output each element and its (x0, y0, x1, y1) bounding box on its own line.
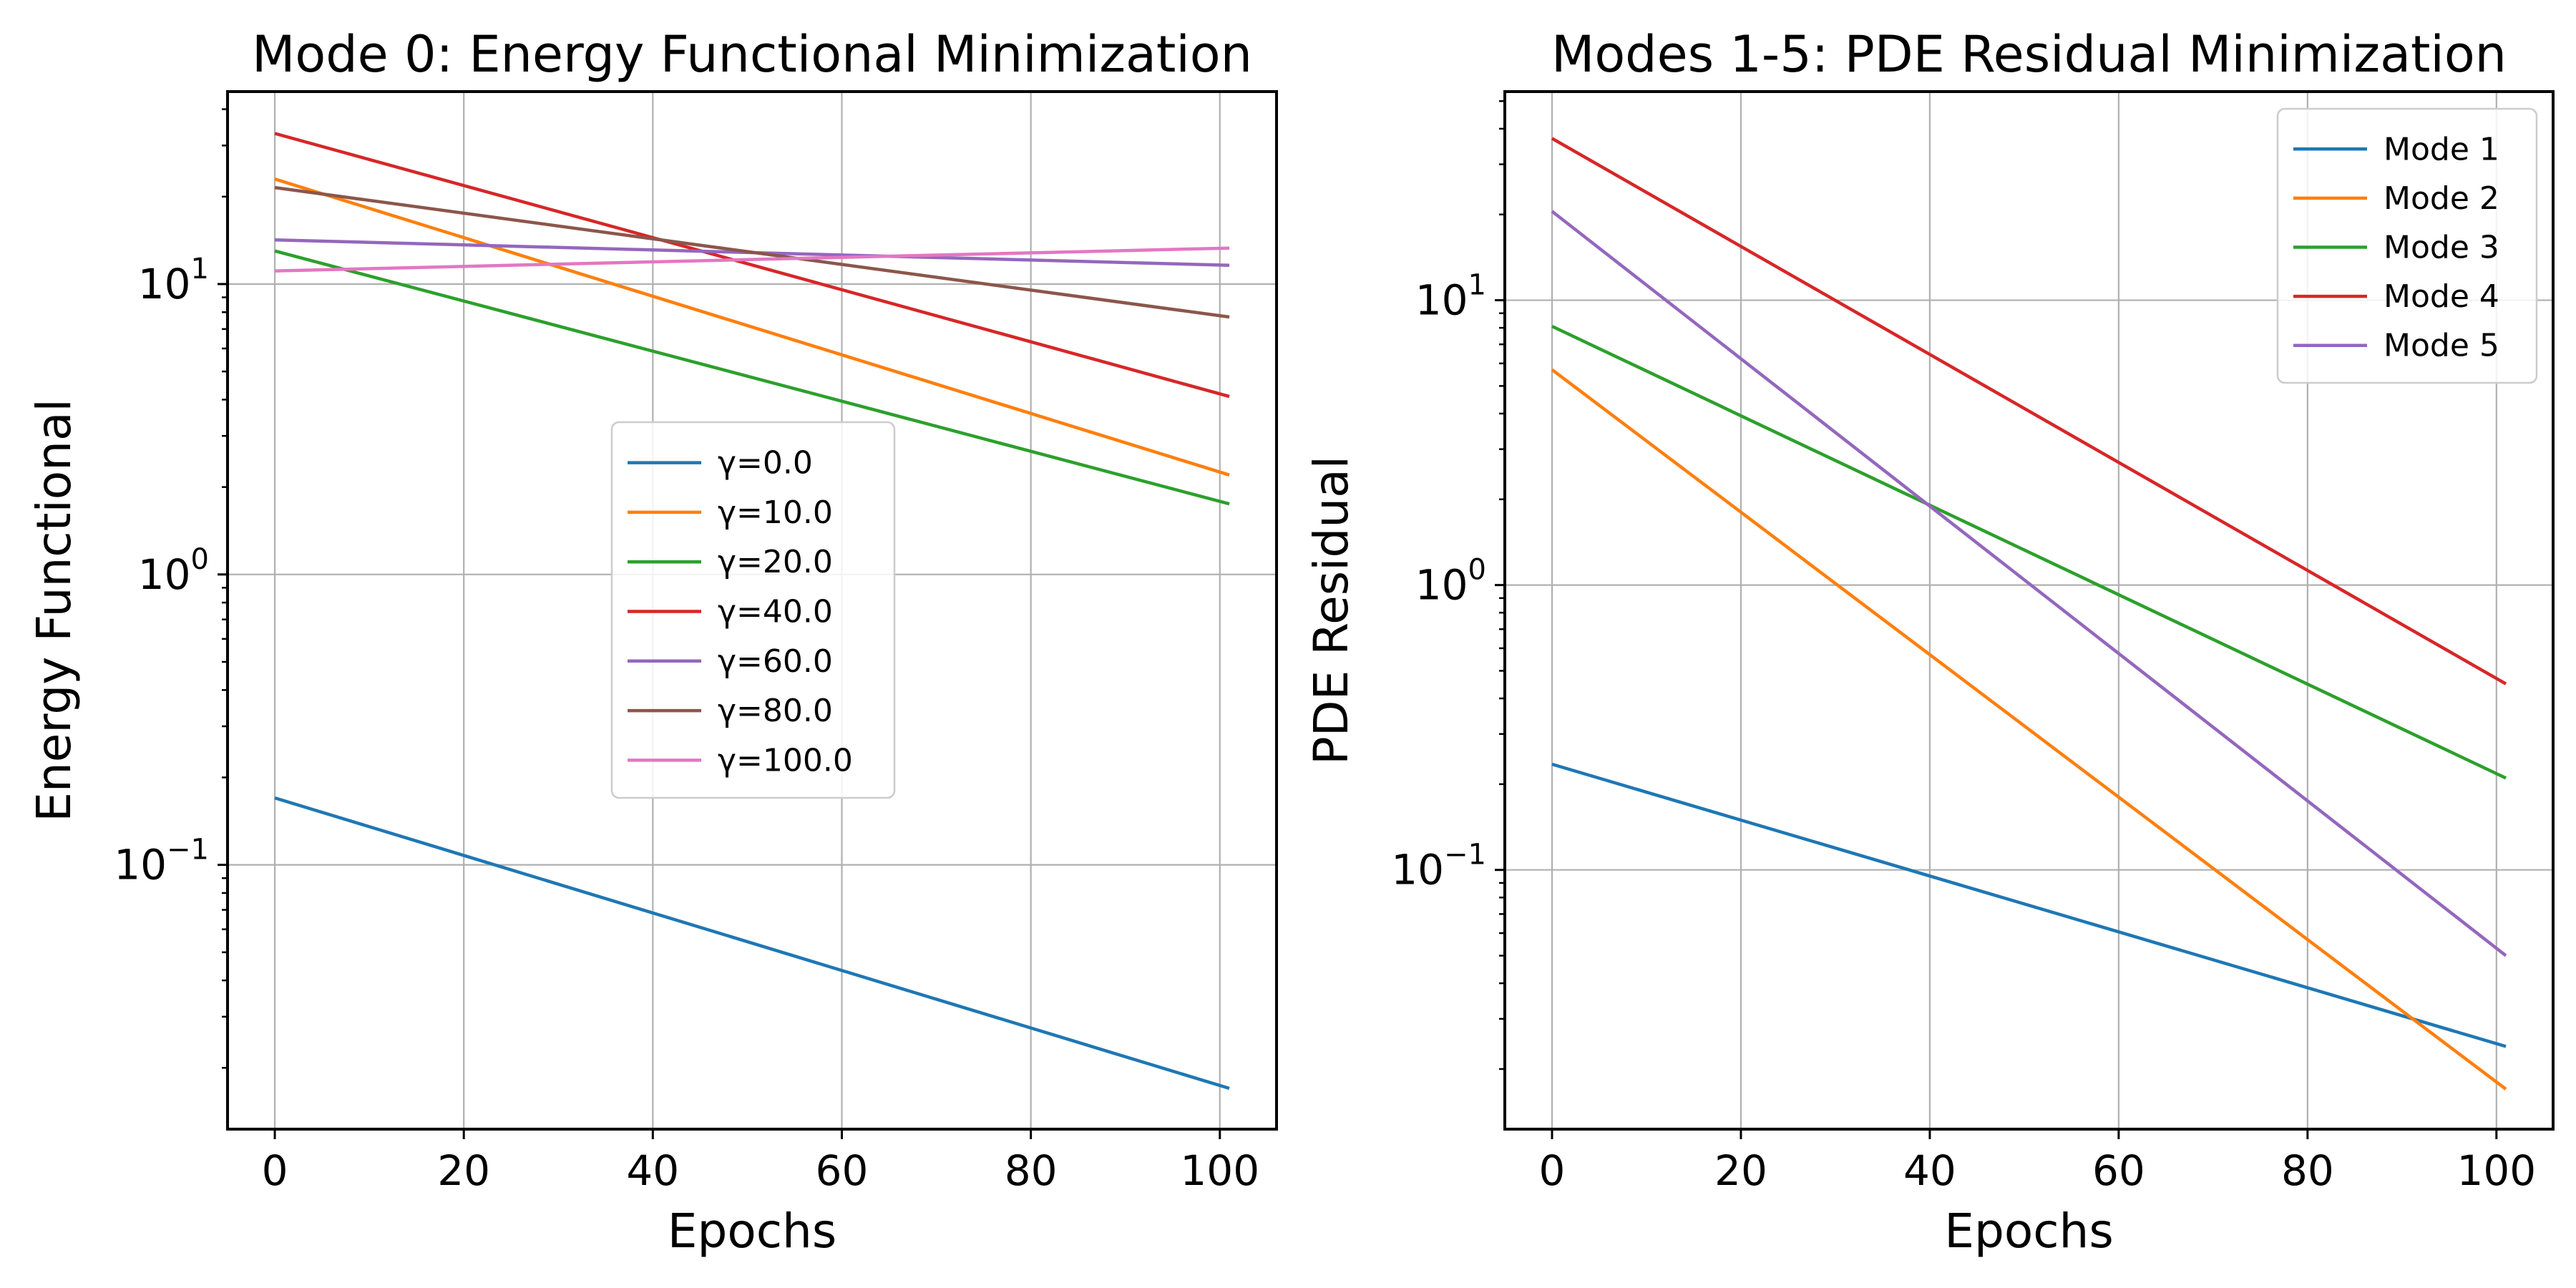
y-tick-base: 10 (1391, 846, 1444, 894)
x-tick-label: 100 (2457, 1146, 2536, 1195)
x-axis-label: Epochs (668, 1204, 836, 1259)
y-tick-label: 10−1 (1391, 839, 1486, 894)
series-group (274, 132, 1230, 1091)
series-line-6 (274, 185, 1230, 319)
x-tick-label: 80 (1005, 1146, 1058, 1195)
x-tick-label: 0 (1539, 1146, 1566, 1195)
series-line-2 (1551, 368, 2507, 1091)
legend: γ=0.0 γ=10.0 γ=20.0 γ=40.0 γ=60.0 γ=80.0 γ=100… (610, 421, 896, 799)
y-tick-exponent: 0 (1468, 554, 1486, 587)
axes-frame (226, 90, 1278, 1131)
y-tick-base: 10 (1415, 561, 1468, 610)
legend-label: γ=60.0 (718, 643, 833, 680)
y-tick-exponent: −1 (167, 834, 209, 867)
y-axis-label: PDE Residual (1304, 456, 1359, 765)
y-tick-base: 10 (138, 550, 191, 599)
x-tick-label: 100 (1180, 1146, 1259, 1195)
legend: Mode 1 Mode 2 Mode 3 Mode 4 Mode 5 (2276, 107, 2538, 384)
legend-label: Mode 5 (2384, 328, 2499, 364)
series-group (1551, 137, 2507, 1091)
y-tick-label: 100 (138, 543, 209, 599)
y-tick-exponent: 0 (191, 543, 209, 576)
series-line-1 (274, 796, 1230, 1091)
x-tick-label: 40 (1903, 1146, 1956, 1195)
y-tick-exponent: 1 (191, 253, 209, 286)
series-line-7 (274, 246, 1230, 273)
series-line-5 (1551, 210, 2507, 957)
legend-label: γ=100.0 (718, 742, 853, 779)
x-tick-label: 60 (816, 1146, 869, 1195)
chart-title: Mode 0: Energy Functional Minimization (252, 25, 1252, 84)
legend-label: Mode 1 (2384, 131, 2499, 167)
legend-label: Mode 3 (2384, 230, 2499, 266)
legend-label: Mode 2 (2384, 180, 2499, 217)
y-tick-label: 101 (1415, 269, 1486, 325)
legend-label: Mode 4 (2384, 278, 2499, 315)
series-line-3 (274, 249, 1230, 506)
series-line-3 (1551, 324, 2507, 780)
y-tick-base: 10 (114, 841, 167, 889)
x-axis-label: Epochs (1944, 1204, 2113, 1259)
x-tick-label: 0 (262, 1146, 288, 1195)
y-tick-base: 10 (1415, 276, 1468, 325)
chart-title: Modes 1-5: PDE Residual Minimization (1551, 25, 2507, 84)
legend-label: γ=10.0 (718, 494, 833, 531)
legend-box (2276, 107, 2538, 384)
x-tick-label: 60 (2092, 1146, 2145, 1195)
x-tick-label: 80 (2281, 1146, 2334, 1195)
legend-label: γ=20.0 (718, 544, 833, 580)
y-tick-label: 100 (1415, 554, 1486, 610)
y-tick-label: 101 (138, 253, 209, 308)
series-line-4 (1551, 137, 2507, 686)
series-line-1 (1551, 762, 2507, 1048)
y-tick-label: 10−1 (114, 834, 209, 889)
y-tick-exponent: 1 (1468, 269, 1486, 302)
legend-label: γ=80.0 (718, 693, 833, 729)
series-line-4 (274, 132, 1230, 399)
legend-label: γ=0.0 (718, 445, 813, 482)
y-tick-exponent: −1 (1444, 839, 1486, 872)
legend-box (610, 421, 896, 799)
x-tick-label: 20 (1714, 1146, 1767, 1195)
series-line-2 (274, 177, 1230, 477)
legend-label: γ=40.0 (718, 594, 833, 630)
y-axis-label: Energy Functional (26, 399, 82, 822)
y-tick-base: 10 (138, 260, 191, 308)
x-tick-label: 40 (626, 1146, 679, 1195)
axes-frame (1503, 90, 2555, 1131)
x-tick-label: 20 (437, 1146, 490, 1195)
